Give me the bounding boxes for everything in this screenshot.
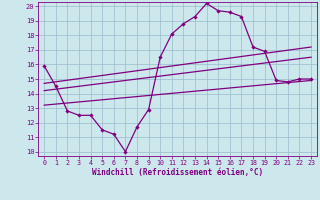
X-axis label: Windchill (Refroidissement éolien,°C): Windchill (Refroidissement éolien,°C): [92, 168, 263, 177]
